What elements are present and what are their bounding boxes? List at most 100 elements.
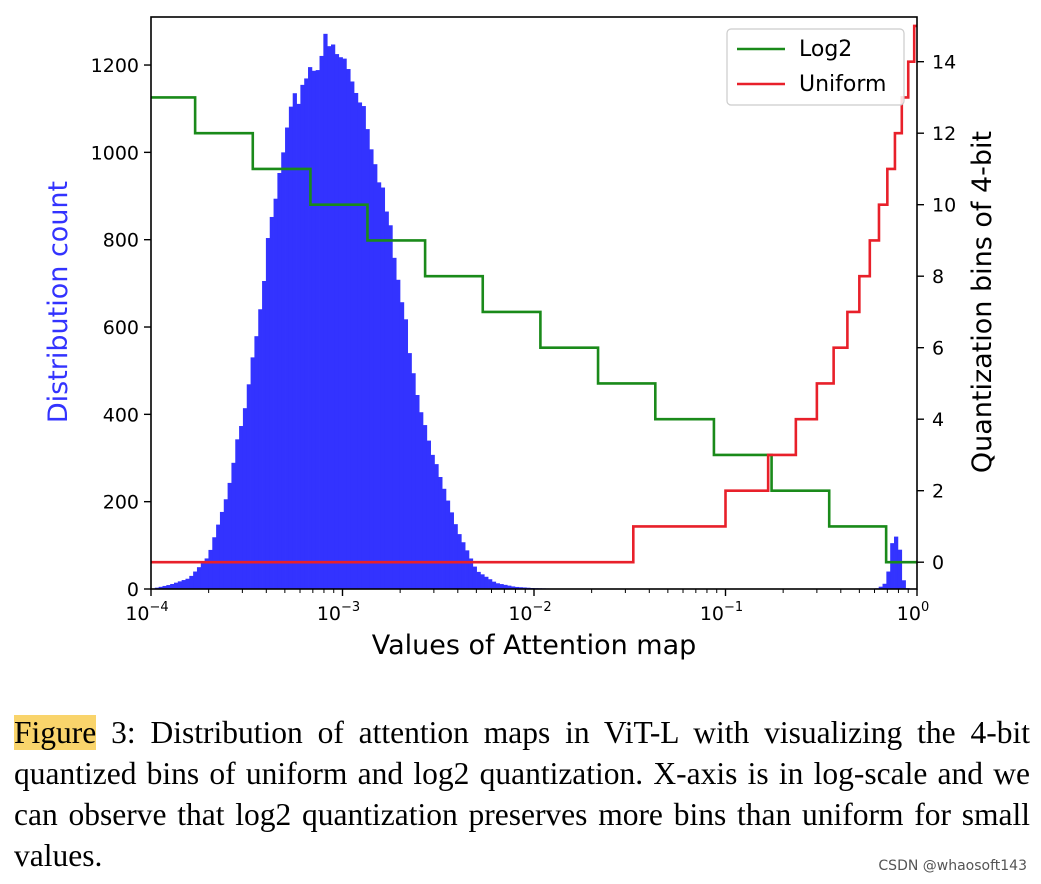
y-left-tick-label: 600 [103,317,139,339]
caption-label: Figure [14,715,97,750]
histogram-bar [461,542,466,589]
legend-label-uniform: Uniform [799,72,886,97]
histogram-bar [503,584,508,589]
histogram-bar [901,580,906,589]
figure-caption: Figure 3: Distribution of attention maps… [14,712,1030,876]
x-tick-label: 10−2 [508,600,551,625]
histogram-bar [357,102,363,590]
histogram-bar [495,583,500,589]
histogram-bar [315,70,320,589]
x-tick-label: 10−1 [700,600,743,625]
histogram-bar [181,580,186,589]
histogram-bar [438,477,443,589]
y-right-tick-label: 10 [932,195,956,217]
histogram-bar [369,149,374,589]
histogram-bar [288,106,294,590]
axes: 10−4 10−3 10−2 10−1 100020040060080010001200… [91,52,957,625]
histogram-bar [170,583,175,589]
histogram-bar [886,571,891,589]
histogram-bar [511,586,516,589]
histogram-bar [338,57,343,590]
histogram-bar [308,67,313,590]
histogram-bar [273,198,278,589]
histogram-bar [472,566,477,589]
histogram-bar [246,384,251,589]
y-left-tick-label: 1200 [91,55,139,77]
histogram-bar [189,575,194,589]
x-axis-label: Values of Attention map [372,630,697,661]
histogram-bar [254,336,259,589]
histogram-bar [346,69,351,590]
histogram-bar [882,583,887,589]
histogram-bar [239,426,244,589]
histogram-bar [384,211,389,589]
histogram-bar [158,586,163,589]
y-left-tick-label: 0 [127,579,139,601]
histogram-bar [426,440,431,589]
histogram-bar [480,574,485,589]
y-left-tick-label: 1000 [91,142,139,164]
y-right-tick-label: 2 [932,481,944,503]
histogram-bar [331,44,336,590]
histogram-bar [445,500,451,589]
histogram-bar [242,408,248,589]
histogram-bar [250,357,255,589]
histogram-bar [269,216,274,589]
histogram-bar [434,464,439,589]
histogram-bar [219,511,225,589]
histogram-bar [430,454,435,589]
histogram-bar [319,55,324,589]
x-tick-label: 10−4 [125,600,168,625]
histogram-bar [235,439,240,589]
x-tick-label: 100 [897,600,929,625]
histogram-bar [292,93,297,589]
histogram-bar [380,187,386,590]
histogram-bar [353,92,359,589]
legend-label-log2: Log2 [799,37,852,62]
histogram-bar [376,182,382,589]
histogram-bar [514,586,520,589]
y-right-tick-label: 4 [932,409,944,431]
x-tick-label: 10−3 [317,600,360,625]
histogram-bar [277,172,282,590]
histogram-bar [296,103,301,589]
histogram-bar [449,512,454,589]
histogram-bar [890,543,895,589]
histogram-bar [415,395,420,589]
histogram-bar [419,412,424,589]
y-right-tick-label: 12 [932,123,956,145]
histogram-bar [499,584,504,589]
histogram-bar [166,585,171,589]
histogram-bar [442,488,447,589]
y-axis-right-label: Quantization bins of 4-bit [967,131,998,473]
histogram-bar [365,129,370,589]
histogram-bar [476,571,481,589]
histogram-bar [392,257,397,589]
legend: Log2 Uniform [726,28,905,106]
histogram-bar [231,462,236,589]
histogram-bar [361,106,366,590]
histogram-bar [173,582,179,589]
histogram-bar [484,576,489,589]
histogram-bar [396,279,401,589]
histogram-bar [193,571,198,589]
histogram-bar [468,558,474,589]
histogram-bar [897,549,903,589]
histogram-bar [258,309,263,589]
histogram-bar [300,84,305,590]
histogram-bar [304,78,309,589]
histogram-bar [162,585,167,589]
histogram-bar [491,581,497,589]
histogram-bar [403,319,409,589]
histogram-bar [518,587,523,589]
histogram-bar [265,238,271,589]
histogram-bar [350,81,355,590]
y-left-tick-label: 800 [103,230,139,252]
histogram-bar [388,225,393,589]
histogram-bar [465,550,470,589]
histogram-bar [185,578,190,589]
histogram-bar [177,581,183,589]
histogram-bar [878,586,883,589]
histogram-bar [342,58,347,590]
histogram-bar [334,54,340,589]
